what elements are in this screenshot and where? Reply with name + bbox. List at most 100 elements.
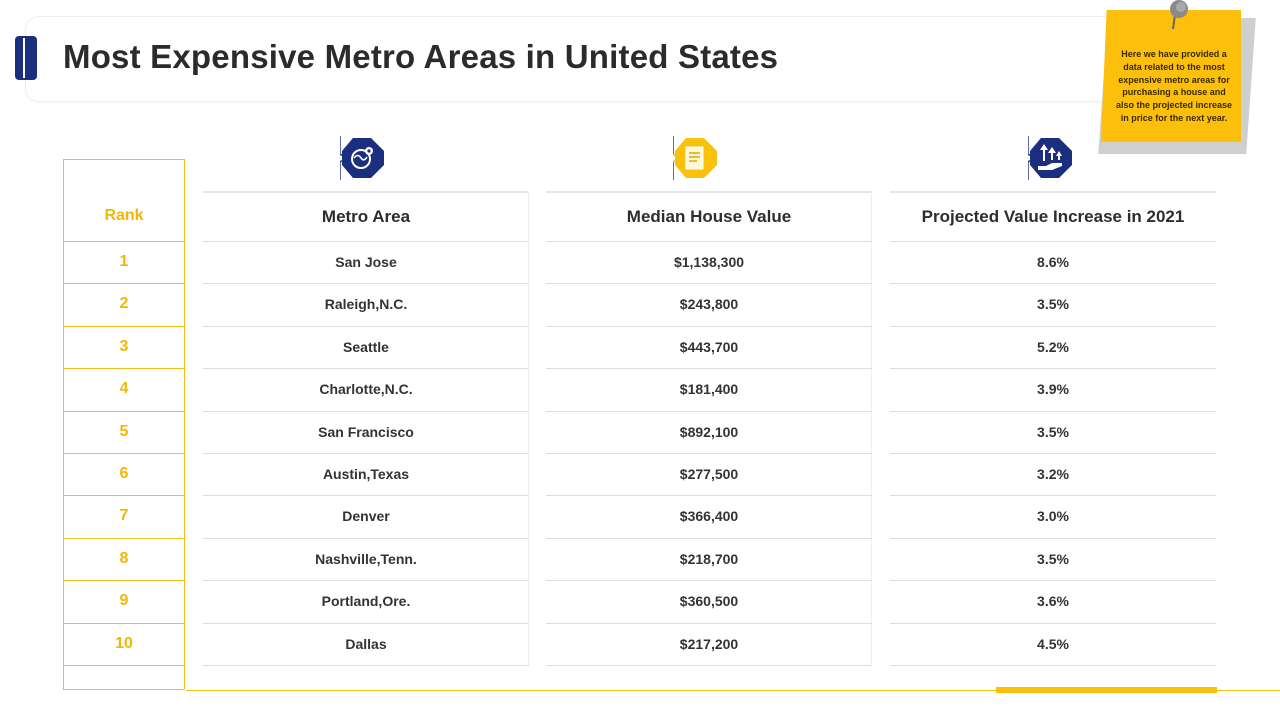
metro-cell: San Francisco — [318, 423, 414, 440]
pushpin-icon — [1170, 0, 1188, 30]
row-divider — [890, 410, 1216, 412]
median-cell: $366,400 — [679, 508, 739, 525]
title-bar — [25, 16, 1147, 102]
median-cell: $277,500 — [679, 466, 739, 482]
row-divider — [203, 325, 529, 327]
median-cell: $217,200 — [679, 635, 739, 652]
median-cell: $360,500 — [679, 593, 739, 610]
row-divider — [203, 368, 529, 370]
rank-divider — [64, 283, 184, 285]
row-divider — [203, 241, 529, 242]
rank-cell: 4 — [119, 380, 129, 398]
rank-cell: 6 — [119, 465, 129, 482]
globe-pin-icon — [340, 136, 384, 180]
rank-cell: 10 — [115, 634, 133, 652]
row-divider — [203, 283, 529, 285]
metro-cell: Denver — [342, 508, 390, 525]
projected-increase-header: Projected Value Increase in 2021 — [921, 207, 1185, 226]
projected-cell: 8.6% — [1037, 254, 1069, 270]
rank-header: Rank — [104, 207, 144, 224]
rank-cell: 3 — [119, 337, 129, 355]
rank-cell: 1 — [119, 253, 129, 270]
row-divider — [890, 580, 1216, 582]
column-edge — [871, 191, 872, 665]
row-divider — [203, 665, 529, 666]
projected-cell: 3.5% — [1037, 423, 1069, 440]
median-cell: $243,800 — [679, 296, 739, 313]
document-icon — [673, 136, 717, 180]
row-divider — [890, 537, 1216, 539]
rank-divider — [64, 325, 184, 327]
rank-divider — [64, 368, 184, 370]
projected-cell: 3.5% — [1037, 296, 1069, 313]
rank-divider — [64, 537, 184, 539]
metro-cell: Dallas — [345, 635, 387, 652]
metro-cell: San Jose — [335, 254, 397, 270]
median-cell: $181,400 — [679, 381, 739, 398]
rank-divider — [64, 580, 184, 582]
row-divider — [546, 453, 872, 454]
median-cell: $892,100 — [679, 423, 739, 440]
row-divider — [890, 368, 1216, 370]
row-divider — [890, 283, 1216, 285]
row-divider — [890, 325, 1216, 327]
metro-area-header: Metro Area — [321, 207, 411, 226]
projected-cell: 3.0% — [1037, 508, 1069, 525]
projected-cell: 3.9% — [1037, 381, 1069, 398]
projected-cell: 3.2% — [1037, 466, 1069, 482]
title-accent-bar — [15, 36, 37, 80]
row-divider — [546, 283, 872, 285]
metro-cell: Charlotte,N.C. — [319, 381, 413, 398]
column-top-line — [203, 191, 529, 193]
row-divider — [203, 495, 529, 497]
projected-cell: 5.2% — [1037, 338, 1069, 355]
row-divider — [203, 537, 529, 539]
median-cell: $443,700 — [679, 338, 739, 355]
row-divider — [890, 495, 1216, 497]
row-divider — [890, 241, 1216, 242]
column-top-line — [546, 191, 872, 193]
rank-cell: 9 — [119, 592, 129, 610]
median-house-value-header: Median House Value — [626, 207, 792, 226]
rank-column: Rank 1 2 3 4 5 6 7 8 9 10 — [63, 159, 185, 690]
row-divider — [890, 622, 1216, 624]
rank-cell: 2 — [119, 295, 129, 313]
row-divider — [203, 410, 529, 412]
metro-cell: Seattle — [343, 338, 389, 355]
row-divider — [546, 241, 872, 242]
row-divider — [890, 453, 1216, 454]
rank-divider — [64, 495, 184, 497]
row-divider — [203, 622, 529, 624]
median-cell: $218,700 — [679, 550, 739, 567]
bottom-accent-bar — [996, 687, 1217, 693]
rank-cell: 7 — [119, 507, 129, 525]
projected-cell: 3.5% — [1037, 550, 1069, 567]
row-divider — [546, 410, 872, 412]
metro-cell: Raleigh,N.C. — [324, 296, 408, 313]
row-divider — [203, 580, 529, 582]
rank-divider — [64, 241, 184, 242]
sticky-note-text: Here we have provided a data related to … — [1115, 49, 1233, 123]
bottom-line — [186, 690, 1280, 691]
rank-divider — [64, 665, 184, 666]
column-top-line — [890, 191, 1216, 193]
row-divider — [546, 622, 872, 624]
row-divider — [546, 665, 872, 666]
hand-growth-icon — [1028, 136, 1072, 180]
rank-divider — [64, 622, 184, 624]
row-divider — [546, 537, 872, 539]
row-divider — [546, 325, 872, 327]
row-divider — [546, 580, 872, 582]
rank-divider — [64, 410, 184, 412]
rank-cell: 8 — [119, 549, 129, 567]
row-divider — [546, 495, 872, 497]
metro-cell: Austin,Texas — [322, 466, 410, 482]
median-cell: $1,138,300 — [673, 254, 745, 270]
rank-cell: 5 — [119, 422, 129, 440]
metro-cell: Nashville,Tenn. — [315, 550, 417, 567]
column-edge — [528, 191, 529, 665]
page-title: Most Expensive Metro Areas in United Sta… — [63, 38, 779, 75]
projected-cell: 4.5% — [1037, 635, 1069, 652]
row-divider — [890, 665, 1216, 666]
row-divider — [546, 368, 872, 370]
